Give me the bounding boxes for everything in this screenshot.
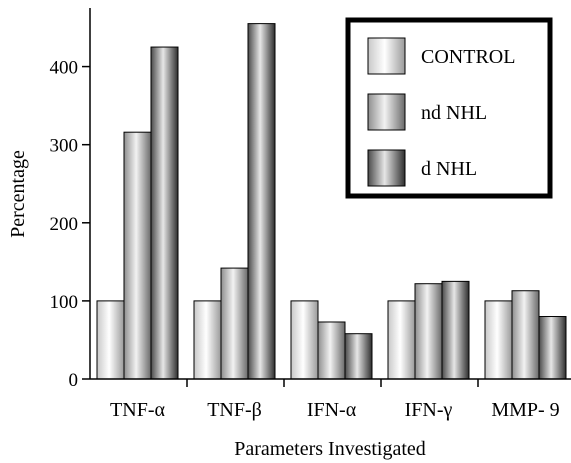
y-tick-label: 100 <box>50 292 79 313</box>
x-tick-label: TNF-β <box>207 399 262 421</box>
x-tick-label: IFN-γ <box>405 399 453 421</box>
x-axis-labels: TNF-α TNF-β IFN-α IFN-γ MMP- 9 <box>110 379 560 421</box>
x-tick-label: IFN-α <box>307 399 357 421</box>
bar-2-5 <box>511 290 540 380</box>
bar-3-4 <box>441 280 470 380</box>
bar-1-1 <box>96 300 125 380</box>
y-tick-label: 0 <box>69 370 79 391</box>
bar-2-2 <box>220 267 249 380</box>
legend-swatch-1 <box>367 37 406 75</box>
x-tick-label: TNF-α <box>110 399 165 421</box>
bar-1-4 <box>387 300 416 380</box>
y-axis-title: Percentage <box>7 150 29 238</box>
x-axis-title: Parameters Investigated <box>234 438 426 460</box>
bars-group <box>96 23 567 380</box>
legend-swatch-3 <box>367 149 406 187</box>
y-tick-label: 300 <box>50 136 79 157</box>
bar-2-1 <box>123 131 152 380</box>
bar-2-3 <box>317 321 346 380</box>
bar-2-4 <box>414 283 443 380</box>
bar-1-5 <box>484 300 513 380</box>
bar-3-5 <box>538 316 567 380</box>
bar-3-1 <box>150 46 179 380</box>
y-axis-ticks: 0 100 200 300 400 <box>50 58 90 391</box>
legend-items: CONTROL nd NHL d NHL <box>367 37 515 187</box>
bar-1-2 <box>193 300 222 380</box>
bar-3-2 <box>247 23 276 380</box>
legend-label-1: CONTROL <box>421 46 515 68</box>
legend-label-2: nd NHL <box>421 102 487 124</box>
y-tick-label: 200 <box>50 214 79 235</box>
legend-label-3: d NHL <box>421 158 477 180</box>
legend: CONTROL nd NHL d NHL <box>345 17 553 199</box>
y-tick-label: 400 <box>50 58 79 79</box>
legend-swatch-2 <box>367 93 406 131</box>
x-tick-label: MMP- 9 <box>491 399 559 421</box>
bar-3-3 <box>344 333 373 380</box>
bar-1-3 <box>290 300 319 380</box>
